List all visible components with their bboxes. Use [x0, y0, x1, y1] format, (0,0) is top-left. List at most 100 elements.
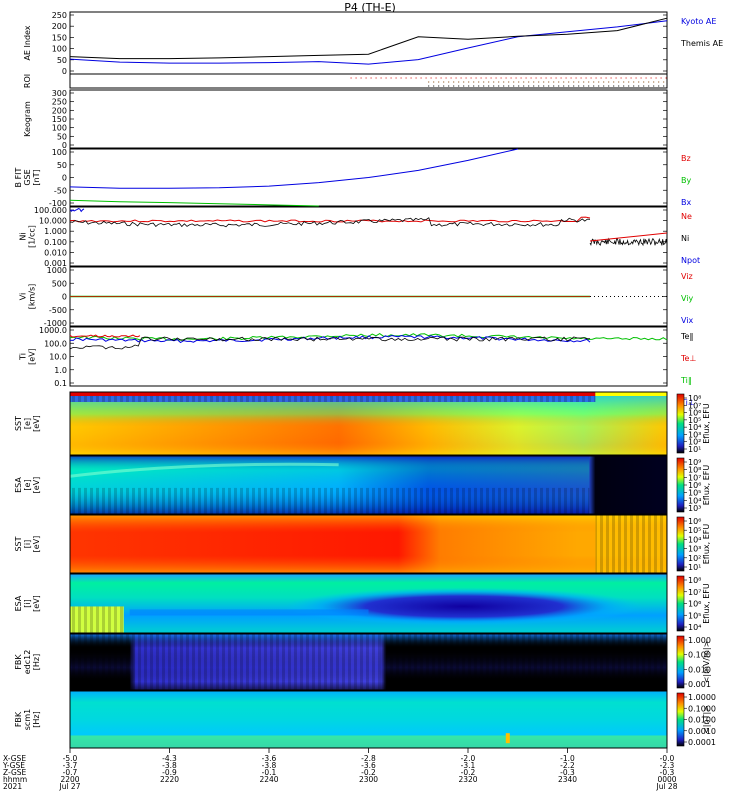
ytick-label: -50: [54, 186, 67, 195]
panel-ylabel: [eV]: [32, 595, 41, 612]
panel-3: B FIT GSE [nT] 100 50 0 -50 -100 Bz By Bx: [14, 148, 691, 208]
legend-entry: Te‖: [680, 332, 693, 341]
ytick-label: 1.0: [54, 366, 67, 375]
spectrogram: [70, 515, 667, 573]
colorbar-tick-label: 10⁸: [688, 576, 701, 585]
ytick-label: 1.000: [44, 227, 67, 236]
colorbar-tick-label: 10³: [688, 545, 701, 554]
colorbar-tick-label: 10⁴: [688, 423, 701, 432]
colorbar-tick-label: 10³: [688, 504, 701, 513]
panel-11: FBK edc12 [Hz] 1.000 0.100 0.010 0.001<|mV/m|>: [14, 633, 711, 691]
legend-entry: Viz: [681, 272, 693, 281]
panel-ylabel: [km/s]: [28, 284, 37, 310]
ytick-label: 300: [52, 89, 67, 98]
colorbar-tick-label: 10³: [688, 430, 701, 439]
legend-entry: Te⊥: [680, 354, 696, 363]
colorbar-tick-label: 10⁴: [688, 535, 701, 544]
ytick-label: 0: [62, 67, 67, 76]
panel-7: SST [e] [eV] 10⁸10⁷10⁶10⁵10⁴10³10²10¹Eflux,…: [14, 391, 711, 456]
panel-ylabel: ESA: [14, 477, 23, 493]
spectrogram: [69, 456, 667, 514]
ytick-label: 0.1: [54, 379, 67, 388]
panel-4: Ni [1/cc]100.00010.0001.0000.1000.0100.00…: [19, 206, 701, 268]
panel-ylabel: [e]: [23, 418, 32, 429]
panel-ylabel: [eV]: [32, 415, 41, 432]
time-tick-label: 2240: [259, 775, 278, 784]
legend-entry: Npot: [681, 256, 700, 265]
ytick-label: 200: [52, 22, 67, 31]
colorbar-tick-label: 0.010: [688, 665, 711, 674]
colorbar-tick-label: 1.000: [688, 636, 711, 645]
colorbar-tick-label: 10⁵: [688, 526, 701, 535]
orbit-value: -5.0: [63, 754, 78, 763]
panel-ylabel: [1/cc]: [28, 225, 37, 248]
ytick-label: 100.0: [44, 339, 67, 348]
colorbar-label: Eflux, EFU: [702, 465, 711, 506]
orbit-value: -2.3: [660, 761, 675, 770]
legend-entry: Viy: [681, 294, 694, 303]
figure-title: P4 (TH-E): [344, 1, 396, 14]
colorbar-label: <|mV/m|>: [702, 641, 711, 684]
colorbar-tick-label: 10⁷: [688, 588, 701, 597]
panel-ylabel: Ni: [19, 232, 28, 240]
colorbar-tick-label: 10⁹: [688, 458, 701, 467]
panel-ylabel: FBK: [14, 654, 23, 670]
panel-ylabel: Ti: [19, 353, 28, 361]
orbit-value: -0.2: [461, 768, 476, 777]
colorbar-tick-label: 0.0001: [688, 738, 716, 747]
orbit-value: -0.3: [660, 768, 675, 777]
ytick-label: 0.001: [44, 259, 67, 268]
colorbar-tick-label: 10⁷: [688, 401, 701, 410]
panel-ylabel: B FIT: [14, 167, 23, 187]
ytick-label: 10.000: [39, 217, 67, 226]
time-tick-label: 2220: [160, 775, 179, 784]
panel-ylabel: ROI: [23, 74, 32, 88]
colorbar-tick-label: 10⁸: [688, 394, 701, 403]
panel-ylabel: [Hz]: [32, 711, 41, 727]
panel-ylabel: [i]: [23, 599, 32, 607]
ytick-label: 1000.0: [39, 326, 67, 335]
ytick-label: 0: [62, 174, 67, 183]
orbit-value: -3.8: [262, 761, 277, 770]
orbit-value: -3.6: [361, 761, 376, 770]
axis-row-label: Y-GSE: [2, 761, 25, 770]
time-tick-label: 2300: [359, 775, 378, 784]
legend-entry: Ti‖: [680, 376, 692, 385]
panel-ylabel: GSE: [23, 169, 32, 185]
ytick-label: -500: [49, 306, 67, 315]
plot-frame: [69, 206, 668, 267]
ytick-label: 1000: [47, 266, 67, 275]
panel-ylabel: Keogram: [23, 101, 32, 137]
colorbar-tick-label: 10⁵: [688, 489, 701, 498]
panel-ylabel: ESA: [14, 595, 23, 611]
orbit-value: -2.0: [461, 754, 476, 763]
ytick-label: 10.0: [49, 353, 67, 362]
colorbar-label: Eflux, EFU: [702, 524, 711, 565]
panel-ylabel: [e]: [23, 479, 32, 490]
spectrogram: [70, 634, 667, 690]
colorbar-label: Eflux, EFU: [702, 403, 711, 444]
orbit-value: -4.3: [162, 754, 177, 763]
ytick-label: 200: [52, 106, 67, 115]
axis-row-label: X-GSE: [3, 754, 26, 763]
ytick-label: 0: [62, 293, 67, 302]
orbit-value: -2.2: [560, 761, 575, 770]
orbit-value: -0.0: [660, 754, 675, 763]
axis-row-label: 2021: [3, 782, 22, 791]
legend-entry: Bz: [681, 154, 691, 163]
spectrogram: [70, 392, 667, 455]
ytick-label: -100: [49, 199, 67, 208]
colorbar-tick-label: 10⁶: [688, 409, 701, 418]
orbit-value: -3.1: [461, 761, 476, 770]
colorbar-tick-label: 10⁶: [688, 517, 701, 526]
ytick-label: 100.000: [34, 206, 67, 215]
panel-ylabel: [eV]: [32, 536, 41, 553]
colorbar: 1.000 0.100 0.010 0.001<|mV/m|>: [676, 635, 711, 689]
